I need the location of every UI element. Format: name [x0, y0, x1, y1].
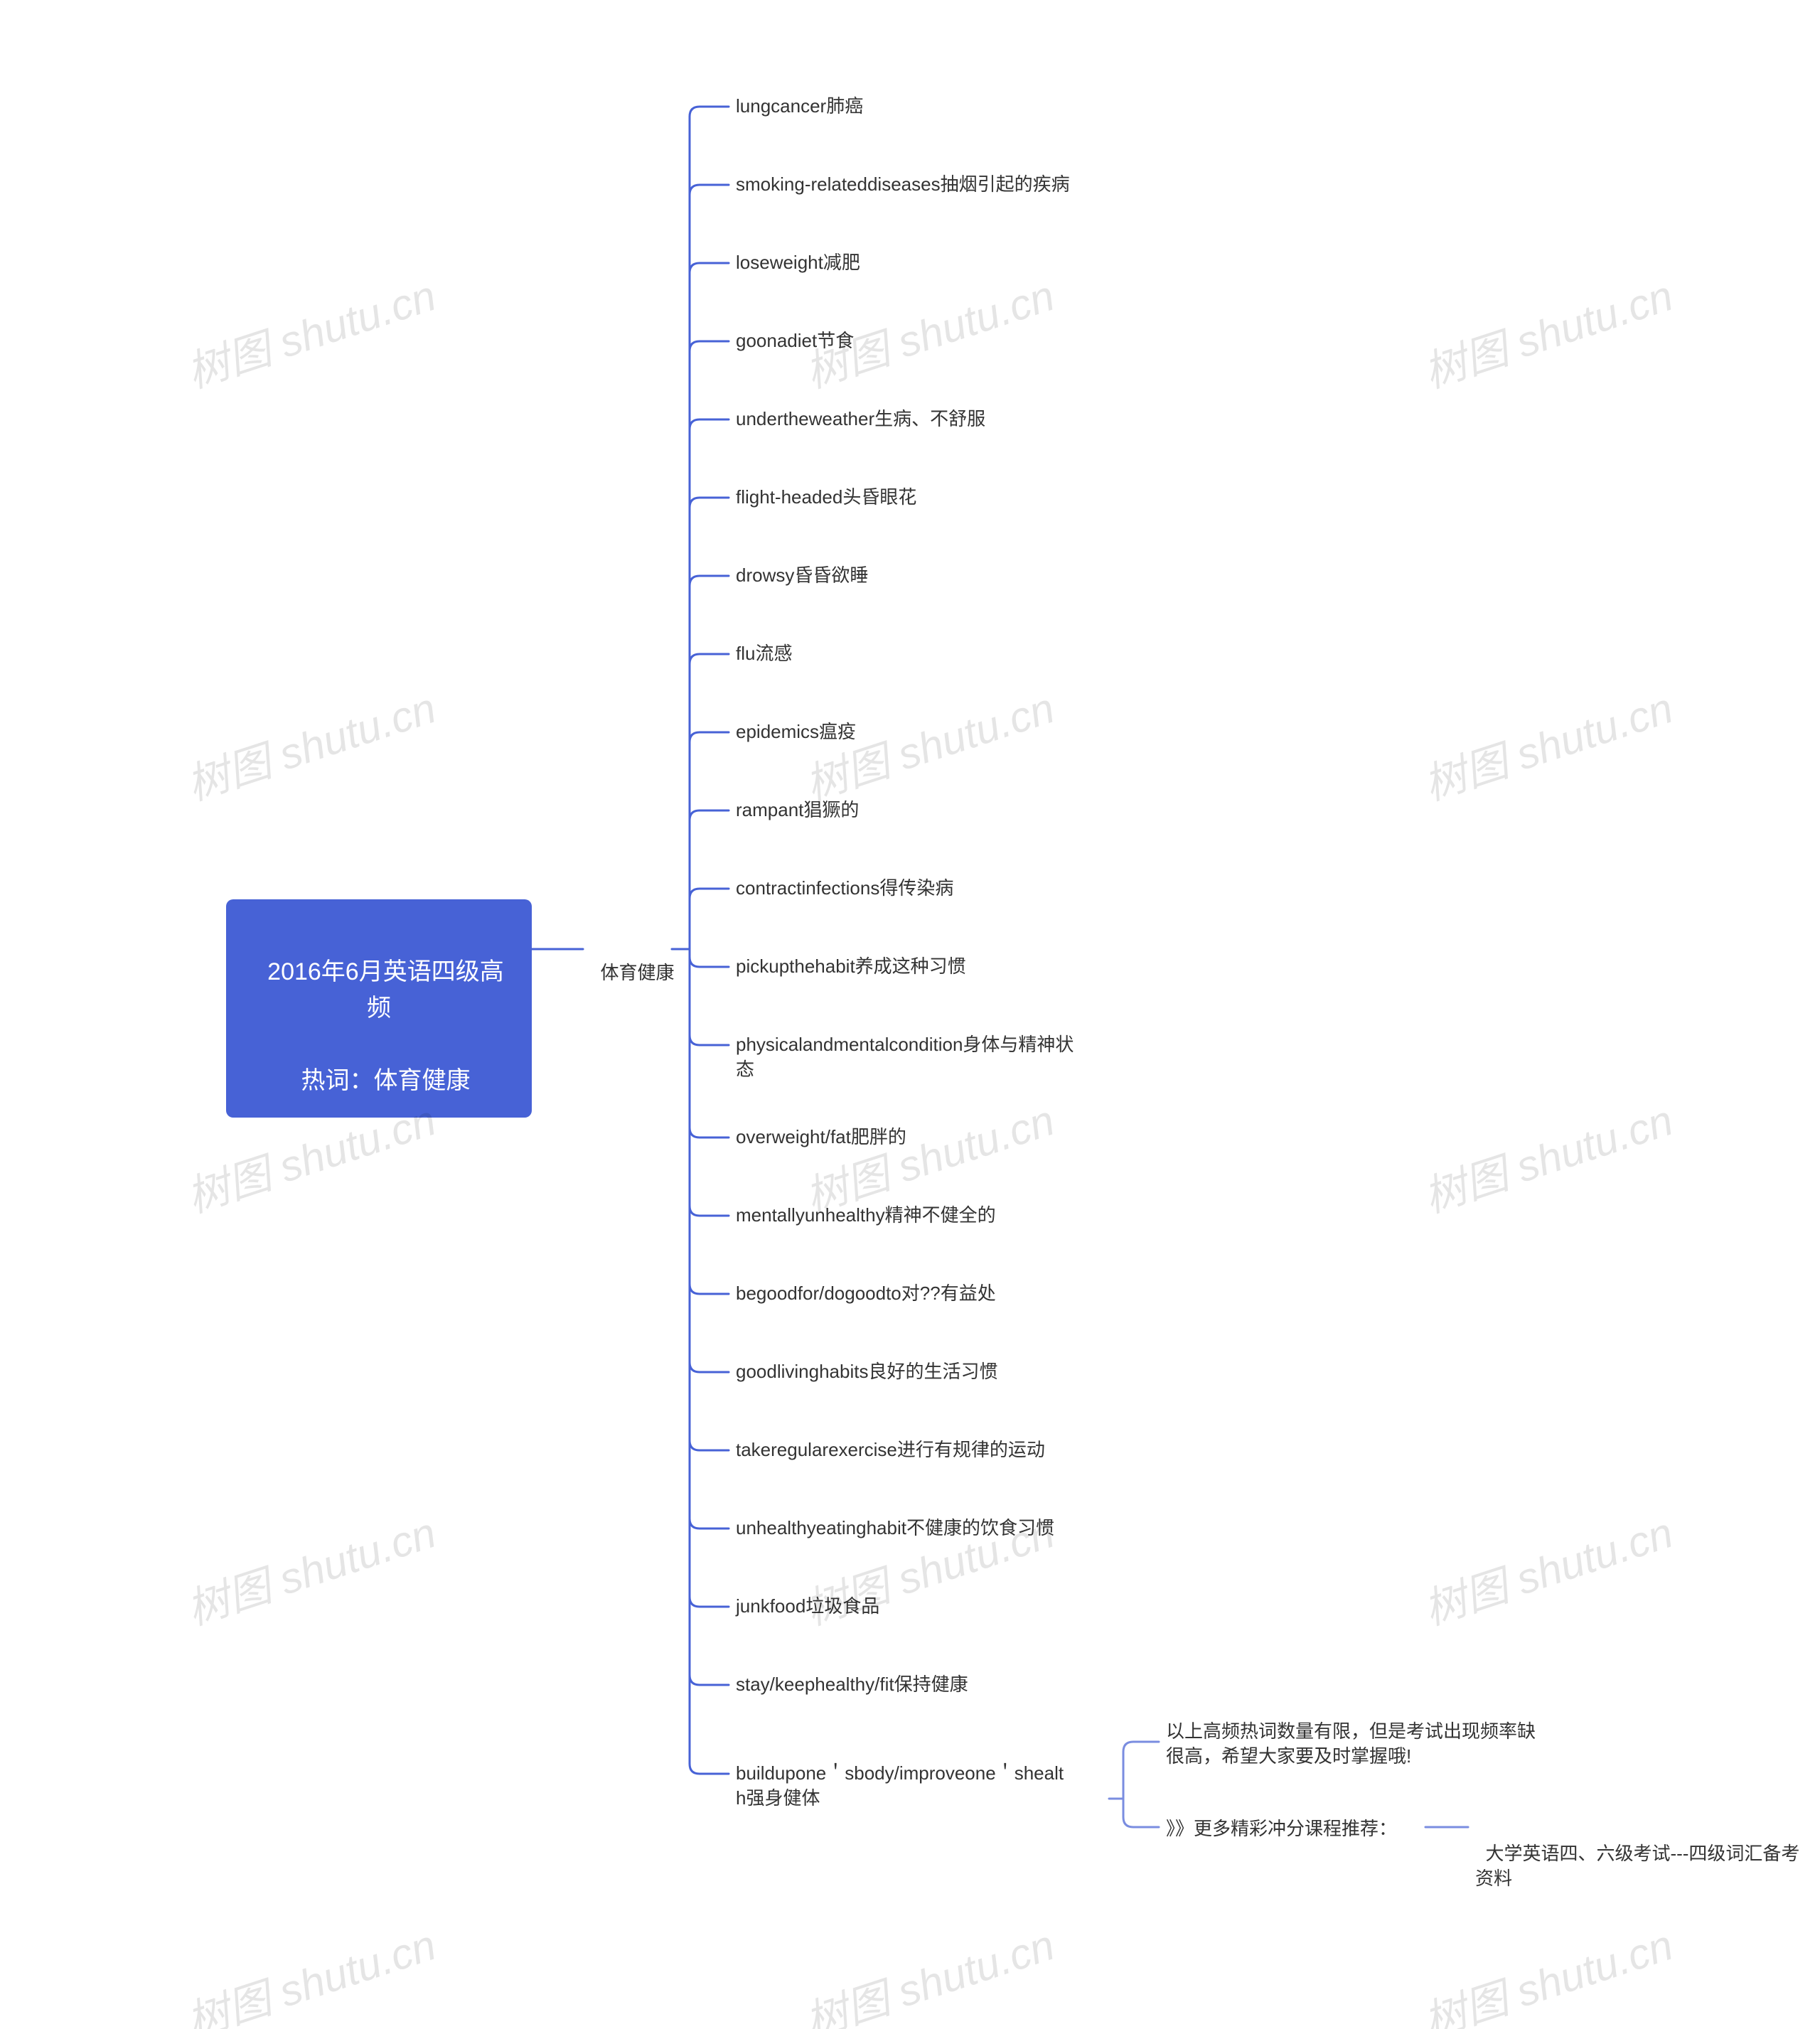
leaf-item[interactable]: takeregularexercise进行有规律的运动	[736, 1438, 1106, 1462]
leaf-item[interactable]: buildupone＇sbody/improveone＇shealt h强身健体	[736, 1761, 1106, 1811]
root-node[interactable]: 2016年6月英语四级高频 热词：体育健康	[226, 899, 532, 1118]
watermark: 树图 shutu.cn	[1415, 262, 1680, 400]
leaf-item[interactable]: undertheweather生病、不舒服	[736, 407, 1106, 432]
leaf-item[interactable]: loseweight减肥	[736, 250, 1106, 275]
sub-leaf-item[interactable]: 》》更多精彩冲分课程推荐：	[1166, 1816, 1436, 1841]
watermark: 树图 shutu.cn	[1415, 674, 1680, 813]
leaf-item[interactable]: junkfood垃圾食品	[736, 1594, 1106, 1619]
leaf-item[interactable]: mentallyunhealthy精神不健全的	[736, 1203, 1106, 1228]
leaf-item[interactable]: contractinfections得传染病	[736, 876, 1106, 901]
watermark: 树图 shutu.cn	[1415, 1911, 1680, 2029]
leaf-item[interactable]: drowsy昏昏欲睡	[736, 563, 1106, 588]
root-line1: 2016年6月英语四级高频	[267, 958, 504, 1022]
leaf-item[interactable]: flu流感	[736, 641, 1106, 666]
sub-leaf-item[interactable]: 以上高频热词数量有限，但是考试出现频率缺 很高，希望大家要及时掌握哦!	[1166, 1719, 1564, 1769]
leaf-item[interactable]: stay/keephealthy/fit保持健康	[736, 1672, 1106, 1697]
watermark: 树图 shutu.cn	[178, 674, 443, 813]
leaf-item[interactable]: overweight/fat肥胖的	[736, 1125, 1106, 1150]
watermark: 树图 shutu.cn	[178, 262, 443, 400]
root-line2: 热词：体育健康	[301, 1067, 470, 1094]
leaf-item[interactable]: begoodfor/dogoodto对??有益处	[736, 1281, 1106, 1306]
leaf-item[interactable]: smoking-relateddiseases抽烟引起的疾病	[736, 172, 1106, 197]
leaf-item[interactable]: goodlivinghabits良好的生活习惯	[736, 1359, 1106, 1384]
leaf-item[interactable]: flight-headed头昏眼花	[736, 485, 1106, 510]
leaf-item[interactable]: lungcancer肺癌	[736, 94, 1106, 119]
leaf-item[interactable]: goonadiet节食	[736, 328, 1106, 353]
leaf-item[interactable]: physicalandmentalcondition身体与精神状 态	[736, 1032, 1106, 1082]
leaf-item[interactable]: unhealthyeatinghabit不健康的饮食习惯	[736, 1516, 1106, 1541]
watermark: 树图 shutu.cn	[796, 1911, 1061, 2029]
leaf-item[interactable]: epidemics瘟疫	[736, 719, 1106, 744]
watermark: 树图 shutu.cn	[1415, 1499, 1680, 1637]
watermark: 树图 shutu.cn	[1415, 1086, 1680, 1225]
branch-label: 体育健康	[600, 962, 674, 983]
branch-sports-health[interactable]: 体育健康	[590, 936, 674, 985]
watermark: 树图 shutu.cn	[178, 1911, 443, 2029]
leaf-label: 大学英语四、六级考试---四级词汇备考资料	[1475, 1843, 1799, 1889]
leaf-item[interactable]: pickupthehabit养成这种习惯	[736, 954, 1106, 979]
leaf-course-link[interactable]: 大学英语四、六级考试---四级词汇备考资料	[1475, 1816, 1816, 1891]
leaf-item[interactable]: rampant猖獗的	[736, 798, 1106, 823]
watermark: 树图 shutu.cn	[178, 1499, 443, 1637]
